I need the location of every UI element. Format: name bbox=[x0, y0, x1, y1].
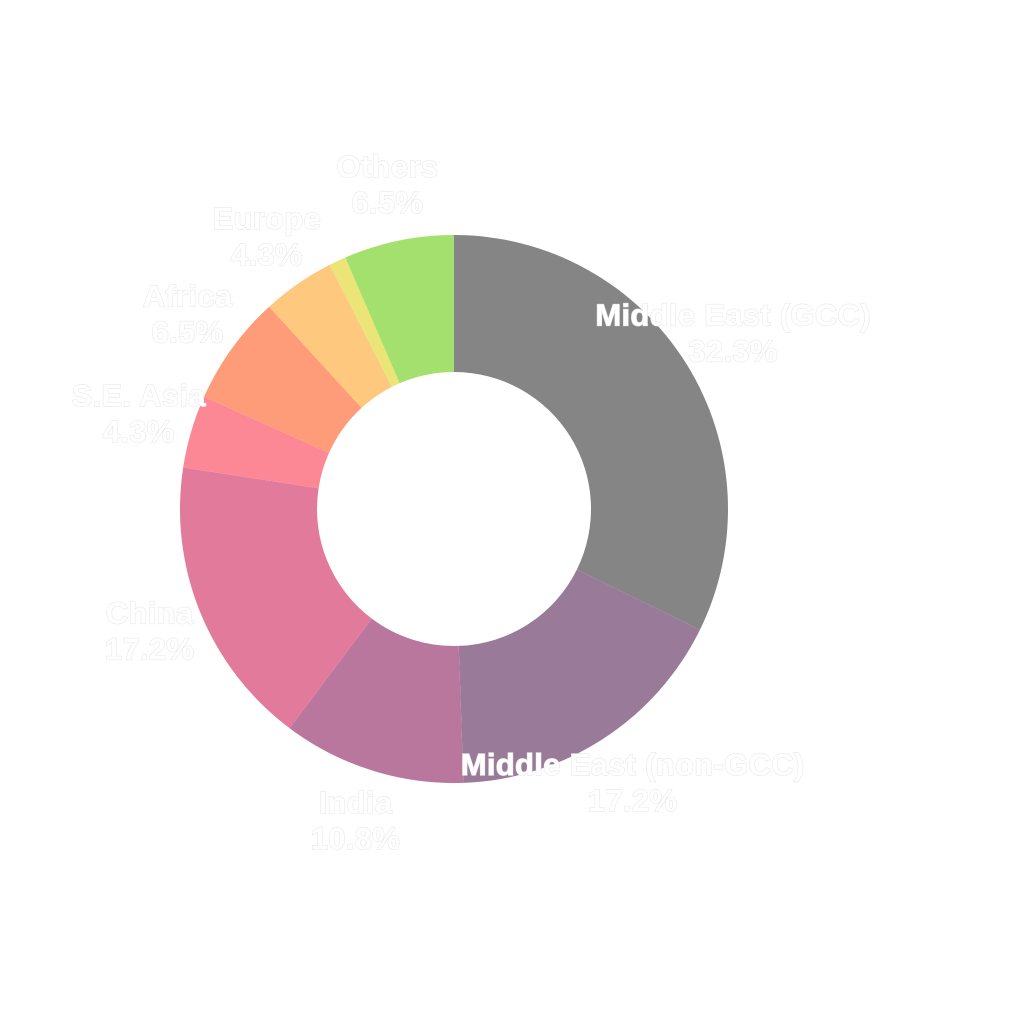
slice-value-label: 6.5% bbox=[351, 185, 423, 220]
slice-africa bbox=[204, 306, 362, 453]
slice-name-label: China bbox=[106, 595, 194, 630]
slice-value-label: 6.5% bbox=[152, 315, 224, 350]
slice-others bbox=[345, 235, 454, 384]
slice-unlabeled bbox=[329, 257, 400, 387]
slice-name-label: S.E. Asia bbox=[72, 378, 207, 413]
slice-value-label: 10.8% bbox=[311, 821, 400, 856]
slice-name-label: Europe bbox=[212, 201, 321, 236]
slice-value-label: 4.3% bbox=[231, 237, 303, 272]
slice-name-label: Others bbox=[337, 149, 439, 184]
slice-s-e-asia bbox=[183, 396, 330, 489]
slice-name-label: India bbox=[319, 785, 393, 820]
slice-value-label: 17.2% bbox=[588, 783, 677, 818]
slice-value-label: 17.2% bbox=[105, 631, 194, 666]
slice-name-label: Middle East (GCC) bbox=[595, 297, 871, 332]
slice-middle-east-gcc bbox=[454, 235, 729, 630]
slice-name-label: Middle East (non-GCC) bbox=[461, 747, 805, 782]
slice-middle-east-non-gcc bbox=[458, 569, 700, 783]
slice-india bbox=[289, 618, 464, 783]
labels-layer: Middle East (GCC)32.3% Middle East (non-G… bbox=[71, 149, 871, 857]
slice-value-label: 32.3% bbox=[688, 333, 777, 368]
slice-china bbox=[180, 467, 372, 729]
slice-name-label: Africa bbox=[143, 279, 233, 314]
slice-value-label: 4.3% bbox=[103, 414, 175, 449]
slices-layer bbox=[180, 235, 729, 783]
slice-europe bbox=[269, 264, 392, 408]
